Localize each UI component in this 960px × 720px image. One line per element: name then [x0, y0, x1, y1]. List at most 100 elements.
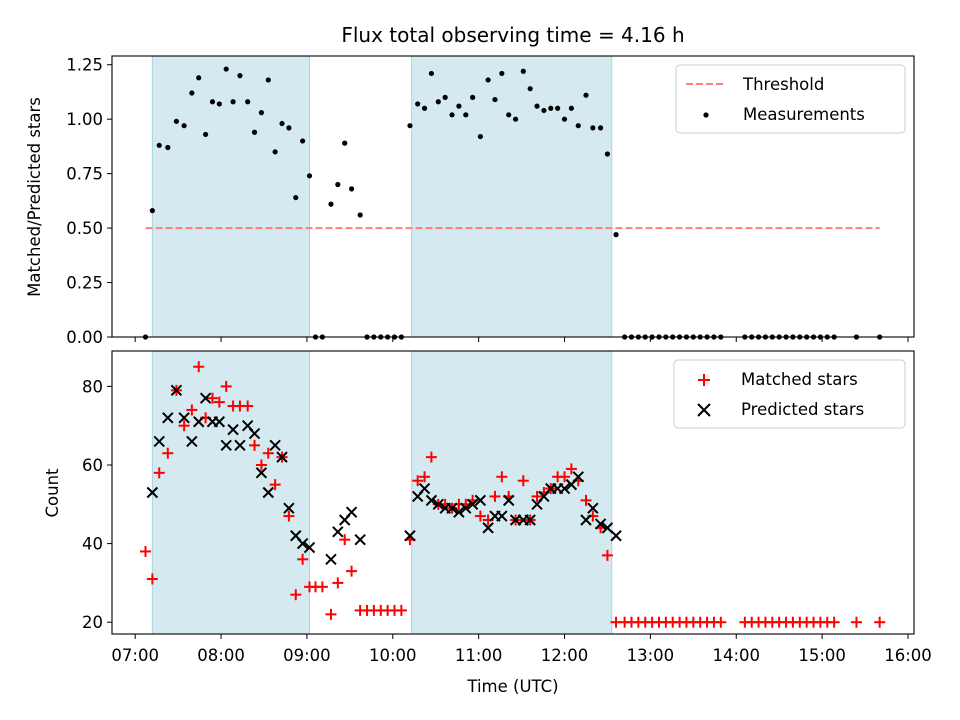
matched-stars-point [828, 616, 840, 628]
predicted-stars-point [170, 384, 183, 397]
predicted-stars-point [325, 553, 337, 566]
top-observing-window-1 [151, 55, 310, 338]
top-y-tick-label: 0.75 [66, 165, 103, 184]
predicted-stars-point [594, 518, 607, 530]
measurements-point [470, 94, 476, 100]
predicted-stars-point [303, 541, 316, 554]
predicted-stars-point [354, 533, 366, 546]
measurements-point [512, 116, 519, 122]
predicted-stars-point [587, 502, 599, 514]
matched-stars-point [474, 510, 486, 522]
predicted-stars-point [227, 423, 239, 436]
measurements-point [435, 99, 441, 105]
predicted-stars-point [146, 486, 159, 499]
predicted-stars-point [283, 502, 295, 514]
predicted-stars-point [610, 530, 622, 542]
legend-measurements-label: Measurements [743, 105, 865, 124]
top-x-ticks [134, 337, 909, 342]
matched-stars-point [242, 400, 254, 412]
matched-stars-point [178, 420, 190, 432]
bot-y-tick-label: 20 [82, 613, 103, 632]
legend-matched-swatch [698, 374, 710, 386]
x-tick-label: 10:00 [369, 646, 417, 665]
measurements-point [575, 123, 581, 129]
predicted-stars-point [418, 482, 431, 495]
predicted-stars-point [474, 494, 487, 507]
matched-stars-point [332, 577, 344, 589]
predicted-stars-point [446, 502, 458, 514]
top-y-ticks: 0.00 0.25 0.50 0.75 1.00 1.25 [66, 56, 112, 347]
measurements-point [293, 194, 299, 201]
measurements-point [237, 73, 243, 79]
predicted-stars-point [425, 494, 438, 507]
x-tick-label: 14:00 [712, 646, 760, 665]
x-tick-label: 15:00 [798, 646, 846, 665]
predicted-stars-point [332, 526, 344, 538]
matched-stars-point [262, 447, 274, 459]
predicted-stars-point [496, 510, 508, 522]
matched-stars-point [153, 467, 165, 479]
measurements-point [561, 116, 568, 122]
predicted-stars-point [248, 427, 261, 440]
top-panel: 0.00 0.25 0.50 0.75 1.00 1.25 Matched/Predict… [25, 55, 915, 347]
legend-matched-label: Matched stars [741, 370, 858, 389]
predicted-stars-point [482, 522, 494, 534]
measurements-point [265, 77, 271, 83]
measurements-point [407, 123, 413, 129]
predicted-stars-point [572, 471, 584, 483]
predicted-stars-point [524, 514, 536, 526]
measurements-point [306, 173, 313, 179]
measurements-point [583, 92, 589, 98]
measurements-point [300, 138, 306, 144]
x-tick-label: 12:00 [541, 646, 589, 665]
predicted-stars-point [466, 498, 479, 510]
legend-measurements-swatch [703, 112, 709, 118]
predicted-stars-point [186, 435, 198, 448]
bottom-observing-windows [151, 350, 613, 635]
measurements-point [245, 99, 251, 105]
predicted-stars-point [255, 467, 268, 479]
measurements-point [209, 99, 216, 105]
predicted-stars-point [153, 435, 165, 448]
legend-predicted-swatch [697, 403, 711, 417]
measurements-point [357, 212, 363, 218]
top-y-tick-label: 1.00 [66, 110, 103, 129]
matched-stars-point [220, 380, 232, 392]
predicted-stars-point [199, 392, 212, 404]
measurements-point [342, 140, 348, 146]
x-tick-label: 09:00 [283, 646, 331, 665]
bot-observing-window-2 [411, 350, 613, 635]
matched-stars-point [339, 534, 351, 546]
measurements-point [485, 77, 491, 83]
matched-stars-point [316, 581, 328, 593]
matched-stars-point [297, 553, 309, 565]
matched-stars-point [346, 565, 358, 577]
x-tick-label: 13:00 [627, 646, 675, 665]
measurements-point [463, 112, 469, 118]
measurements-point [328, 201, 334, 207]
predicted-stars-point [296, 537, 309, 550]
matched-stars-point [489, 490, 501, 502]
bottom-x-ticks: 07:00 08:00 09:00 10:00 11:00 12:00 13:00 14:00… [111, 634, 932, 665]
predicted-stars-point [558, 482, 571, 495]
measurements-point [181, 123, 187, 129]
measurements-point [348, 186, 355, 192]
measurements-point [527, 86, 533, 92]
matched-stars-point [412, 475, 424, 487]
matched-stars-point [269, 479, 281, 491]
matched-stars-point [206, 392, 218, 404]
measurements-point [335, 181, 341, 188]
matched-stars-point [874, 616, 886, 628]
measurements-point [189, 90, 195, 96]
measurements-point [492, 96, 498, 103]
measurements-point [442, 94, 448, 100]
measurements-point [156, 142, 162, 148]
measurements-point [548, 105, 554, 111]
matched-stars-point [139, 545, 151, 557]
bottom-panel: 20 40 60 80 07:00 08:00 09:00 10:00 11:00 12:00 1… [43, 350, 932, 696]
predicted-stars-point [345, 506, 358, 518]
measurements-point [555, 105, 561, 111]
matched-stars-point [601, 549, 613, 561]
measurements-point [428, 70, 435, 77]
